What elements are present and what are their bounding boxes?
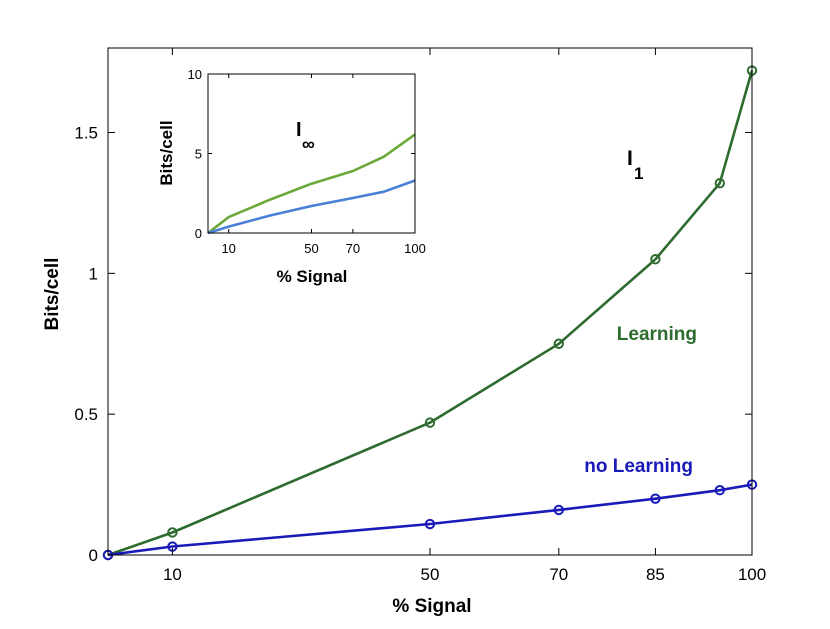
main-series-layer <box>102 65 758 561</box>
inset-y-axis-title: Bits/cell <box>157 120 176 185</box>
main-x-tick-label-2: 70 <box>549 565 568 584</box>
inset-chart: 10 50 70 100 0 5 10 % Signal Bits/cell I ∞ <box>157 67 426 286</box>
main-series-1-point-5 <box>714 485 725 496</box>
inset-x-tick-label-0: 10 <box>221 241 235 256</box>
main-series-0-point-4 <box>650 254 661 265</box>
main-x-tick-label-1: 50 <box>421 565 440 584</box>
main-x-tick-label-4: 100 <box>738 565 766 584</box>
main-series-line-0 <box>107 70 754 557</box>
main-annotation-I: I <box>627 147 633 170</box>
main-series-0-point-3 <box>553 338 564 349</box>
main-y-tick-label-3: 1.5 <box>74 124 98 143</box>
inset-series-line-0 <box>207 133 416 235</box>
inset-series-line-1 <box>207 179 416 235</box>
inset-series-layer <box>207 133 416 235</box>
main-series-line-1 <box>107 483 753 557</box>
inset-y-tick-label-2: 10 <box>188 67 202 82</box>
main-x-tick-label-3: 85 <box>646 565 665 584</box>
main-series-1-point-4 <box>650 493 661 504</box>
inset-y-tick-label-0: 0 <box>195 226 202 241</box>
main-y-tick-label-2: 1 <box>89 264 98 283</box>
main-series-1-point-3 <box>553 504 564 516</box>
main-y-tick-label-0: 0 <box>89 546 98 565</box>
inset-x-tick-label-1: 50 <box>304 241 318 256</box>
inset-annotation-subscript: ∞ <box>302 134 315 154</box>
series-label-learning: Learning <box>617 324 697 345</box>
inset-x-axis-title: % Signal <box>277 267 348 286</box>
main-series-0-point-5 <box>714 178 725 189</box>
inset-x-tick-label-3: 100 <box>404 241 426 256</box>
main-x-axis-title: % Signal <box>392 596 471 617</box>
main-series-0-point-2 <box>424 417 436 428</box>
main-series-1-point-2 <box>424 518 436 530</box>
inset-annotation-I: I <box>296 119 302 141</box>
main-y-axis-title: Bits/cell <box>42 258 63 331</box>
main-y-tick-label-1: 0.5 <box>74 405 98 424</box>
main-annotation-subscript: 1 <box>634 164 643 183</box>
main-series-0-point-1 <box>167 527 178 538</box>
series-label-no-learning: no Learning <box>584 456 693 477</box>
inset-axes-layer: 10 50 70 100 0 5 10 <box>188 67 426 256</box>
inset-x-tick-label-2: 70 <box>346 241 360 256</box>
inset-y-tick-label-1: 5 <box>195 147 202 162</box>
main-axes-box <box>107 47 753 556</box>
main-x-tick-label-0: 10 <box>163 565 182 584</box>
